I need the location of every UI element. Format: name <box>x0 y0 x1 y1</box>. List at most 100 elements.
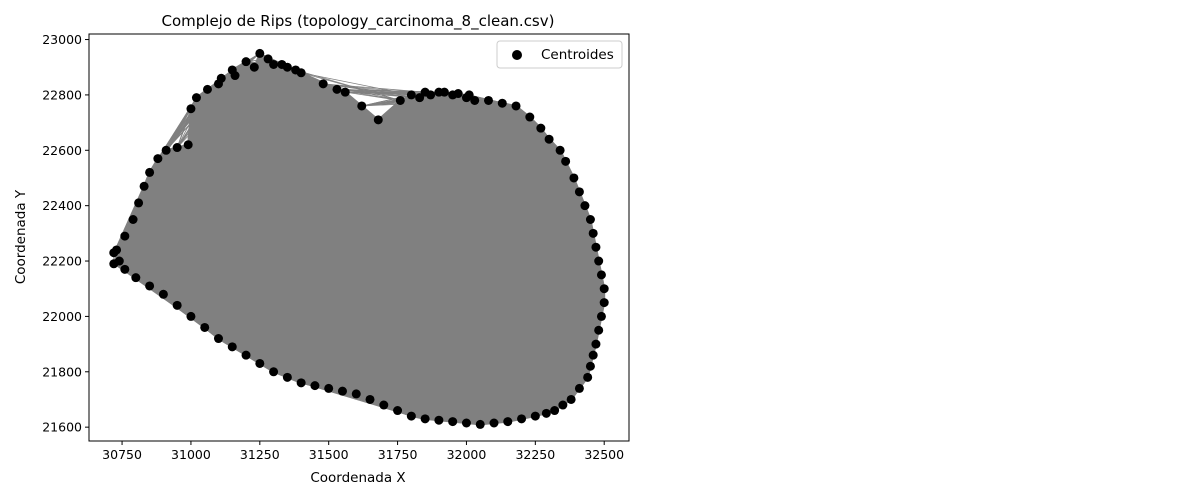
rips-edge <box>444 91 541 129</box>
rips-edge <box>124 235 178 306</box>
centroid-point <box>415 93 425 103</box>
rips-edge <box>295 69 401 101</box>
centroid-point <box>332 84 342 94</box>
centroid-point <box>213 334 223 344</box>
centroid-point <box>158 289 168 299</box>
rips-edge <box>468 94 561 151</box>
centroid-point <box>255 48 265 58</box>
centroid-point <box>145 281 155 291</box>
centroid-point <box>525 112 535 122</box>
centroid-point <box>365 394 375 404</box>
legend-box <box>496 40 623 69</box>
x-tick-label: 32500 <box>584 447 624 462</box>
rips-edge <box>218 72 302 85</box>
x-tick-label: 32000 <box>447 447 487 462</box>
rips-edge <box>218 69 296 85</box>
rips-edge <box>135 172 151 278</box>
centroid-point <box>406 411 416 421</box>
centroid-point <box>585 215 595 225</box>
centroid-point <box>324 383 334 393</box>
y-tick-label: 23000 <box>42 32 82 47</box>
chart-title: Complejo de Rips (topology_carcinoma_8_c… <box>162 12 555 31</box>
rips-edge <box>196 72 302 99</box>
rips-edge <box>295 69 362 107</box>
x-tick-label: 31500 <box>309 447 349 462</box>
centroid-point <box>202 84 212 94</box>
rips-edge <box>419 97 530 118</box>
y-tick-label: 22600 <box>42 143 82 158</box>
centroid-point <box>483 95 493 105</box>
centroid-point <box>373 115 383 125</box>
centroid-point <box>351 389 361 399</box>
centroid-point <box>574 187 584 197</box>
rips-edge <box>149 144 189 173</box>
centroid-point <box>109 248 119 258</box>
centroid-point <box>596 311 606 321</box>
centroid-point <box>530 411 540 421</box>
centroid-point <box>249 62 259 72</box>
centroid-point <box>489 418 499 428</box>
centroid-point <box>145 167 155 177</box>
centroid-point <box>497 98 507 108</box>
y-tick-label: 21800 <box>42 364 82 379</box>
centroid-point <box>172 300 182 310</box>
centroid-point <box>134 198 144 208</box>
legend-marker <box>512 50 522 60</box>
centroid-point <box>255 358 265 368</box>
centroid-point <box>596 270 606 280</box>
x-tick-label: 32250 <box>515 447 555 462</box>
centroid-point <box>393 406 403 416</box>
centroid-point <box>583 372 593 382</box>
centroid-point <box>464 90 474 100</box>
centroid-point <box>439 87 449 97</box>
centroid-point <box>269 59 279 69</box>
centroid-point <box>131 273 141 283</box>
legend: Centroides <box>496 40 623 69</box>
centroid-point <box>591 242 601 252</box>
centroid-point <box>461 418 471 428</box>
y-tick-label: 22400 <box>42 198 82 213</box>
centroid-point <box>517 414 527 424</box>
centroid-point <box>161 145 171 155</box>
centroid-point <box>241 57 251 67</box>
centroid-point <box>200 322 210 332</box>
rips-edge <box>138 202 178 306</box>
rips-edge <box>356 393 467 424</box>
x-tick-label: 31000 <box>171 447 211 462</box>
rips-edge <box>234 75 346 93</box>
centroid-point <box>318 79 328 89</box>
centroid-point <box>269 367 279 377</box>
centroid-point <box>172 143 182 153</box>
centroid-point <box>420 414 430 424</box>
centroid-point <box>263 54 273 64</box>
centroid-point <box>296 378 306 388</box>
centroid-point <box>536 123 546 133</box>
centroid-point <box>230 71 240 81</box>
centroid-point <box>227 342 237 352</box>
y-tick-label: 21600 <box>42 420 82 435</box>
rips-edge <box>176 75 236 148</box>
centroid-point <box>213 79 223 89</box>
centroid-point <box>434 415 444 425</box>
centroid-point <box>511 101 521 111</box>
centroid-point <box>588 350 598 360</box>
centroid-point <box>585 361 595 371</box>
centroid-point <box>310 381 320 391</box>
centroid-point <box>591 339 601 349</box>
rips-edge <box>124 236 137 278</box>
x-tick-label: 30750 <box>102 447 142 462</box>
rips-edge <box>138 202 164 295</box>
centroid-point <box>128 215 138 225</box>
plot-frame <box>88 33 630 442</box>
y-tick-label: 22800 <box>42 87 82 102</box>
centroid-point <box>114 256 124 266</box>
centroid-point <box>120 264 130 274</box>
centroid-point <box>291 65 301 75</box>
rips-edge <box>469 94 550 140</box>
y-axis-label: Coordenada Y <box>13 189 29 284</box>
centroid-point <box>550 406 560 416</box>
centroid-point <box>186 104 196 114</box>
centroid-point <box>599 298 609 308</box>
rips-edge <box>143 186 164 295</box>
rips-edge <box>474 100 566 162</box>
